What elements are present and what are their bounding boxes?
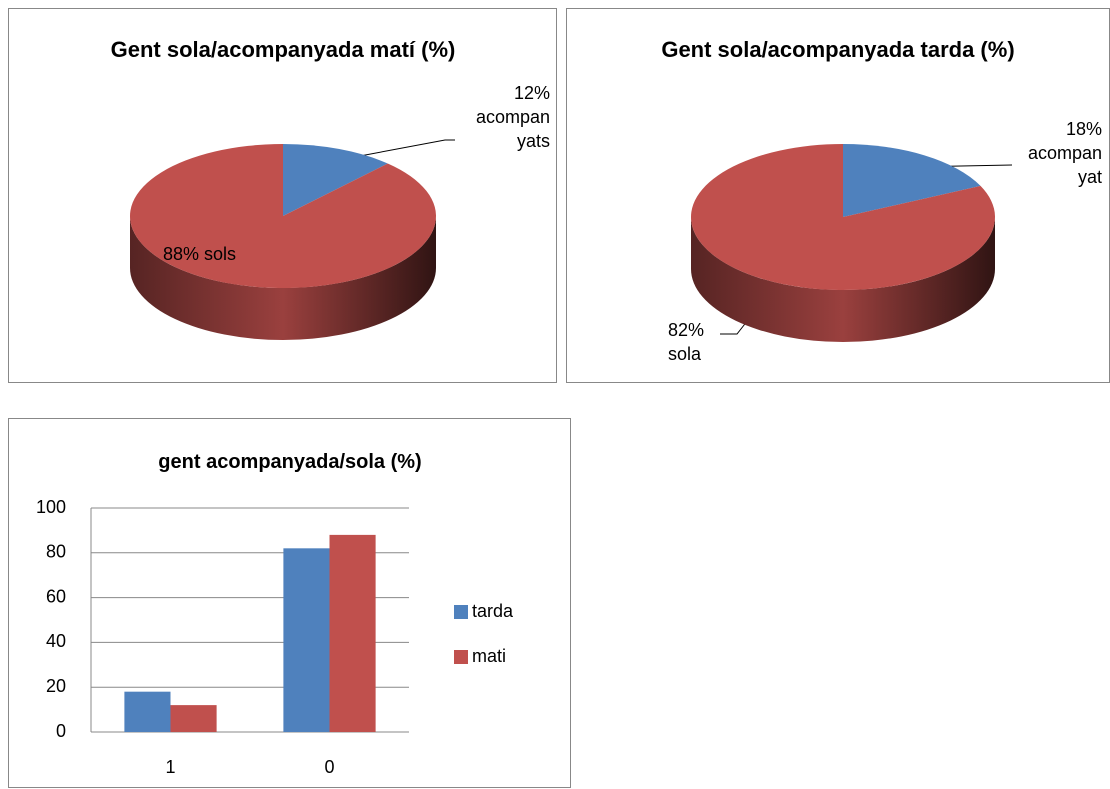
- bar: [170, 705, 217, 732]
- pie-slice: [130, 144, 437, 289]
- pie-side: [130, 216, 436, 340]
- pie-slice: [843, 144, 981, 217]
- y-tick-label: 40: [46, 631, 66, 651]
- chart-title: gent acompanyada/sola (%): [158, 451, 422, 473]
- panel: [8, 8, 557, 383]
- pie-slice: [283, 144, 388, 216]
- y-tick-label: 60: [46, 586, 66, 606]
- y-tick-label: 0: [56, 721, 66, 741]
- bar: [124, 691, 171, 732]
- legend-label: tarda: [472, 601, 514, 621]
- y-tick-label: 20: [46, 676, 66, 696]
- legend-swatch: [454, 650, 468, 664]
- panel: [8, 418, 571, 788]
- data-label: 12% acompanyats: [475, 83, 550, 151]
- bar: [329, 534, 376, 732]
- legend-swatch: [454, 605, 468, 619]
- chart-title: Gent sola/acompanyada matí (%): [110, 37, 456, 62]
- leader-line: [720, 319, 749, 335]
- chart-title: Gent sola/acompanyada tarda (%): [661, 37, 1015, 62]
- x-tick-label: 0: [324, 757, 334, 777]
- leader-line: [327, 139, 455, 163]
- data-label: 82% sola: [668, 320, 705, 364]
- legend-label: mati: [472, 646, 506, 666]
- data-label: 88% sols: [163, 244, 237, 264]
- data-label: 18% acompanyat: [1027, 119, 1102, 187]
- pie-side: [691, 217, 995, 342]
- x-tick-label: 1: [165, 757, 175, 777]
- bar: [283, 548, 330, 732]
- pie-slice: [691, 143, 995, 290]
- y-tick-label: 80: [46, 542, 66, 562]
- y-tick-label: 100: [36, 497, 66, 517]
